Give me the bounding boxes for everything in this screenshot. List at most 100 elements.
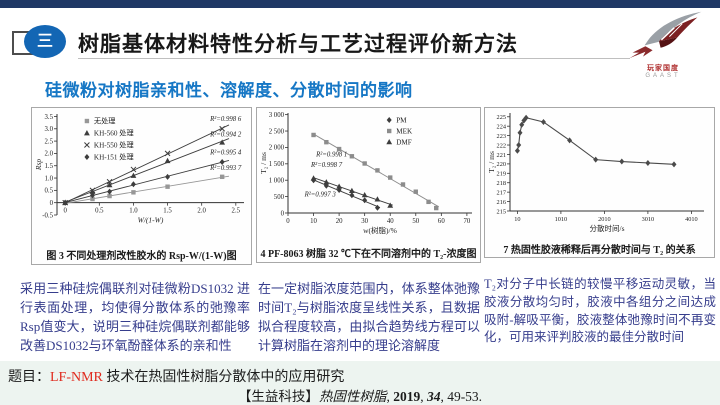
svg-text:20: 20 bbox=[336, 218, 343, 225]
svg-text:225: 225 bbox=[497, 114, 506, 121]
svg-text:500: 500 bbox=[274, 194, 285, 201]
figure-4-chart: 0 500 1 000 1 500 2 000 2 500 3 000 0 10 20 30 40 50… bbox=[259, 112, 472, 235]
citation-year: 2019 bbox=[393, 389, 421, 404]
svg-text:R²=0.998 6: R²=0.998 6 bbox=[209, 116, 242, 123]
svg-text:3010: 3010 bbox=[642, 216, 655, 223]
svg-text:R²=0.998 7: R²=0.998 7 bbox=[310, 162, 343, 169]
svg-text:R²=0.994 2: R²=0.994 2 bbox=[209, 132, 242, 139]
svg-text:R²=0.993 7: R²=0.993 7 bbox=[209, 165, 242, 172]
svg-text:3 000: 3 000 bbox=[269, 112, 285, 119]
svg-text:-0.5: -0.5 bbox=[42, 212, 53, 219]
svg-text:2.5: 2.5 bbox=[45, 138, 54, 145]
svg-text:2.5: 2.5 bbox=[232, 208, 241, 215]
svg-text:2.0: 2.0 bbox=[197, 208, 206, 215]
citation-line: 【生益科技】热固性树脂, 2019, 34, 49-53. bbox=[0, 385, 720, 405]
rog-logo-caption-cn: 玩家国度 bbox=[647, 65, 679, 72]
page-title: 树脂基体材料特性分析与工艺过程评价新方法 bbox=[78, 33, 518, 56]
svg-text:50: 50 bbox=[412, 218, 419, 225]
reference-footer: 题目：LF-NMR 技术在热固性树脂分散体中的应用研究 【生益科技】热固性树脂,… bbox=[0, 361, 720, 405]
svg-text:219: 219 bbox=[497, 171, 506, 178]
rog-logo: 玩家国度 GAAST bbox=[618, 10, 708, 80]
svg-text:221: 221 bbox=[497, 152, 506, 159]
svg-text:R²=0.995 4: R²=0.995 4 bbox=[209, 150, 242, 157]
figure-4-panel: 0 500 1 000 1 500 2 000 2 500 3 000 0 10 20 30 40 50… bbox=[256, 107, 481, 263]
svg-text:0.5: 0.5 bbox=[45, 188, 54, 195]
finding-text-right: T₂对分子中长链的较慢平移运动灵敏，当胶液分散均匀时，胶液中各组分之间达成吸附-… bbox=[484, 277, 716, 345]
svg-text:220: 220 bbox=[497, 161, 506, 168]
slide-subtitle: 硅微粉对树脂亲和性、溶解度、分散时间的影响 bbox=[45, 81, 413, 100]
svg-text:PM: PM bbox=[396, 116, 407, 124]
svg-text:216: 216 bbox=[497, 199, 506, 206]
svg-text:0: 0 bbox=[63, 208, 67, 215]
figure-7-caption: 7 热固性胶液稀释后再分散时间与 T₂ 的关系 bbox=[503, 245, 696, 256]
citation-sep2: , bbox=[420, 389, 427, 404]
source-org: 【生益科技】 bbox=[237, 389, 319, 404]
svg-text:218: 218 bbox=[497, 180, 506, 187]
svg-text:40: 40 bbox=[387, 218, 394, 225]
svg-text:60: 60 bbox=[438, 218, 445, 225]
svg-text:10: 10 bbox=[514, 216, 520, 223]
svg-text:R²=0.997 3: R²=0.997 3 bbox=[304, 192, 337, 199]
svg-text:1010: 1010 bbox=[555, 216, 568, 223]
svg-text:KH-550 处理: KH-550 处理 bbox=[94, 140, 134, 149]
figure-7-panel: 215 216 217 218 219 220 221 222 223 224 225 10 1010 2… bbox=[484, 107, 715, 258]
svg-text:223: 223 bbox=[497, 133, 506, 140]
svg-text:10: 10 bbox=[310, 218, 317, 225]
svg-text:R²=0.998 1: R²=0.998 1 bbox=[315, 152, 347, 159]
journal-name: 热固性树脂 bbox=[318, 389, 387, 404]
citation-volume: 34 bbox=[426, 389, 441, 404]
svg-text:0: 0 bbox=[286, 218, 290, 225]
svg-text:无处理: 无处理 bbox=[94, 116, 116, 125]
svg-text:W/(1-W): W/(1-W) bbox=[138, 216, 164, 225]
svg-text:Rsp: Rsp bbox=[34, 159, 43, 172]
finding-text-left: 采用三种硅烷偶联剂对硅微粉DS1032 进行表面处理，均使得分散体系的弛豫率Rs… bbox=[20, 281, 250, 353]
svg-text:2 500: 2 500 bbox=[269, 128, 285, 135]
svg-text:w(树脂)/%: w(树脂)/% bbox=[363, 225, 397, 235]
svg-text:1 000: 1 000 bbox=[269, 178, 285, 185]
svg-text:0: 0 bbox=[50, 200, 54, 207]
svg-text:222: 222 bbox=[497, 142, 506, 149]
svg-text:3.0: 3.0 bbox=[45, 126, 54, 133]
figure-3-chart: -0.5 0 0.5 1.0 1.5 2.0 2.5 3.0 3.5 0 0.5 1.0 1.5 2.0 2… bbox=[34, 114, 244, 225]
finding-text-middle: 在一定树脂浓度范围内，体系整体弛豫时间T₂与树脂浓度呈线性关系，且数据拟合程度较… bbox=[258, 281, 480, 353]
svg-text:分散时间/s: 分散时间/s bbox=[589, 223, 624, 233]
svg-text:3.5: 3.5 bbox=[45, 114, 54, 121]
svg-text:1.0: 1.0 bbox=[45, 175, 54, 182]
svg-text:215: 215 bbox=[497, 208, 506, 215]
figure-3-panel: -0.5 0 0.5 1.0 1.5 2.0 2.5 3.0 3.5 0 0.5 1.0 1.5 2.0 2… bbox=[31, 107, 252, 265]
svg-text:224: 224 bbox=[497, 123, 507, 130]
footer-label: 题目： bbox=[8, 370, 50, 385]
svg-text:KH-560 处理: KH-560 处理 bbox=[94, 128, 134, 137]
svg-text:2010: 2010 bbox=[598, 216, 611, 223]
svg-text:1.5: 1.5 bbox=[163, 208, 172, 215]
svg-text:T₂ / ms: T₂ / ms bbox=[259, 152, 268, 174]
technique-name: LF-NMR bbox=[50, 370, 103, 385]
svg-text:217: 217 bbox=[497, 189, 506, 196]
svg-text:4010: 4010 bbox=[685, 216, 698, 223]
svg-text:1 500: 1 500 bbox=[269, 161, 285, 168]
section-number-badge: 三 bbox=[24, 25, 66, 58]
svg-text:1.0: 1.0 bbox=[129, 208, 138, 215]
svg-text:T₂ / ms: T₂ / ms bbox=[487, 151, 496, 173]
top-accent-bar bbox=[0, 0, 720, 8]
svg-text:KH-151 处理: KH-151 处理 bbox=[94, 152, 134, 161]
figure-4-caption: 4 PF-8063 树脂 32 ℃下在不同溶剂中的 T₂-浓度图 bbox=[260, 249, 477, 260]
paper-title-line: 题目：LF-NMR 技术在热固性树脂分散体中的应用研究 bbox=[8, 366, 344, 386]
svg-text:0: 0 bbox=[281, 210, 285, 217]
svg-text:2.0: 2.0 bbox=[45, 151, 54, 158]
svg-text:70: 70 bbox=[463, 218, 470, 225]
figure-3-caption: 图 3 不同处理剂改性胶水的 Rsp-W/(1-W)图 bbox=[46, 251, 237, 262]
svg-text:30: 30 bbox=[361, 218, 368, 225]
paper-title: 技术在热固性树脂分散体中的应用研究 bbox=[102, 370, 345, 385]
rog-eye-icon bbox=[623, 11, 703, 64]
svg-text:MEK: MEK bbox=[396, 127, 413, 135]
rog-logo-caption-en: GAAST bbox=[645, 73, 681, 79]
citation-pages: , 49-53. bbox=[440, 389, 483, 404]
svg-text:2 000: 2 000 bbox=[269, 145, 285, 152]
svg-text:0.5: 0.5 bbox=[95, 208, 104, 215]
svg-text:DMF: DMF bbox=[396, 138, 412, 146]
citation-sep1: , bbox=[386, 389, 394, 404]
title-divider bbox=[78, 58, 630, 59]
